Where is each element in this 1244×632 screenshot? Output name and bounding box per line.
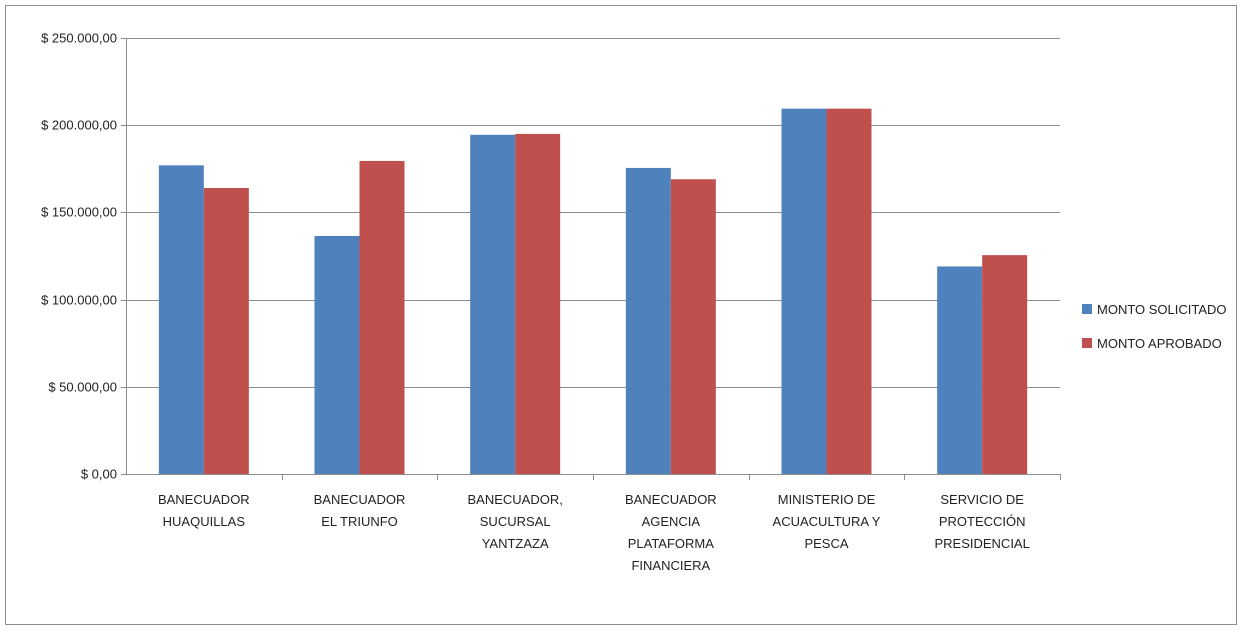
x-category-label: AGENCIA <box>642 514 701 529</box>
x-category-label: FINANCIERA <box>631 558 710 573</box>
bar-monto-solicitado <box>470 134 516 475</box>
x-category-label: BANECUADOR <box>314 492 406 507</box>
x-category-label: EL TRIUNFO <box>321 514 398 529</box>
x-category-label: PESCA <box>804 536 848 551</box>
bars <box>158 108 1028 475</box>
x-category-label: PLATAFORMA <box>628 536 715 551</box>
bar-monto-aprobado <box>359 160 405 474</box>
x-category-label: BANECUADOR <box>625 492 717 507</box>
gridlines <box>126 38 1060 388</box>
x-category-label: BANECUADOR, <box>467 492 562 507</box>
legend: MONTO SOLICITADO MONTO APROBADO <box>1082 302 1227 351</box>
y-axis-tick-labels: $ 0,00 $ 50.000,00 $ 100.000,00 $ 150.000,0… <box>41 31 117 482</box>
y-tick-label: $ 200.000,00 <box>41 118 117 133</box>
axes <box>121 38 1061 480</box>
x-category-label: PRESIDENCIAL <box>934 536 1029 551</box>
x-category-label: YANTZAZA <box>482 536 549 551</box>
x-category-label: PROTECCIÓN <box>939 514 1026 529</box>
bar-monto-solicitado <box>314 235 360 474</box>
y-tick-label: $ 100.000,00 <box>41 293 117 308</box>
legend-swatch <box>1082 338 1092 348</box>
legend-label: MONTO SOLICITADO <box>1097 302 1227 317</box>
y-tick-label: $ 150.000,00 <box>41 205 117 220</box>
x-category-label: BANECUADOR <box>158 492 250 507</box>
bar-monto-aprobado <box>826 108 872 474</box>
bar-monto-solicitado <box>781 108 827 474</box>
bar-monto-solicitado <box>937 266 983 474</box>
bar-monto-aprobado <box>515 133 561 475</box>
bar-monto-aprobado <box>203 187 249 474</box>
x-category-label: MINISTERIO DE <box>778 492 876 507</box>
legend-swatch <box>1082 304 1092 314</box>
x-category-label: SERVICIO DE <box>940 492 1024 507</box>
bar-monto-solicitado <box>158 165 204 474</box>
x-axis-category-labels: BANECUADOR HUAQUILLAS BANECUADOR EL TRIUNFO… <box>158 492 1030 573</box>
x-category-label: SUCURSAL <box>480 514 551 529</box>
bar-monto-solicitado <box>625 167 671 475</box>
bar-monto-aprobado <box>982 255 1028 474</box>
y-tick-label: $ 0,00 <box>81 467 117 482</box>
legend-label: MONTO APROBADO <box>1097 336 1222 351</box>
x-category-label: ACUACULTURA Y <box>773 514 881 529</box>
x-category-label: HUAQUILLAS <box>163 514 246 529</box>
y-tick-label: $ 50.000,00 <box>48 380 117 395</box>
y-tick-label: $ 250.000,00 <box>41 31 117 46</box>
bar-monto-aprobado <box>670 179 716 475</box>
